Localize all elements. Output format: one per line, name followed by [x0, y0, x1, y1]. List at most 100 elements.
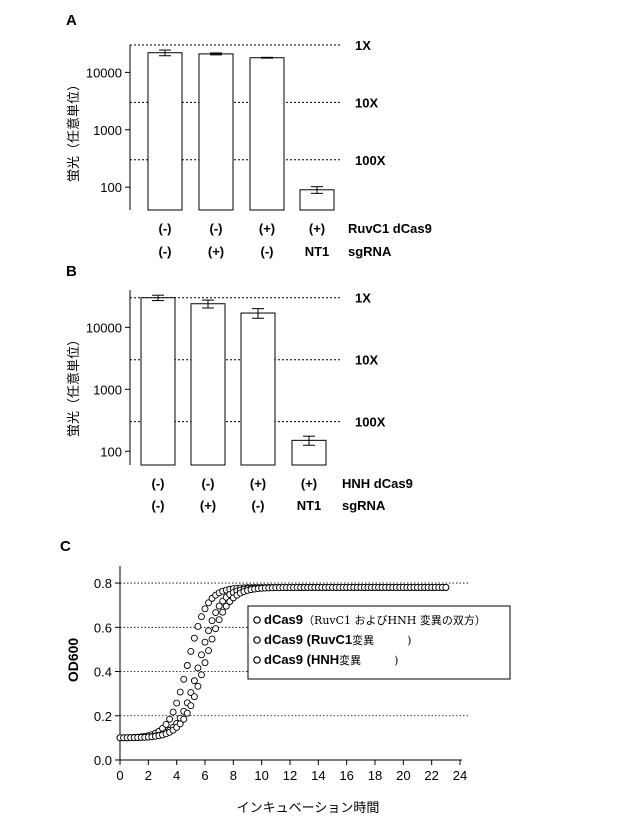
legend-entry: dCas9 (RuvC1変異 ) [264, 632, 411, 647]
data-point [195, 623, 201, 629]
panel-a: A 100100010000 1X10X100X 蛍光（任意単位） (-)(-)… [66, 12, 432, 259]
x-tick-label: 22 [424, 768, 438, 783]
y-tick-label: 0.2 [94, 709, 112, 724]
legend-entry: dCas9（RuvC1 およびHNH 変異の双方） [264, 612, 486, 627]
x-tick-label: 10 [254, 768, 268, 783]
data-point [191, 694, 197, 700]
reference-line-label: 100X [355, 153, 386, 168]
data-point [188, 648, 194, 654]
data-point [206, 648, 212, 654]
condition-row-label: HNH dCas9 [342, 476, 413, 491]
x-tick-label: 4 [173, 768, 180, 783]
data-point [181, 676, 187, 682]
y-tick-label: 1000 [93, 382, 122, 397]
panel-a-label: A [66, 12, 77, 29]
data-point [184, 663, 190, 669]
condition-row-label: sgRNA [348, 244, 392, 259]
panel-a-y-label: 蛍光（任意単位） [66, 78, 82, 182]
data-point [213, 626, 219, 632]
condition-label: (+) [250, 476, 266, 491]
data-point [181, 716, 187, 722]
y-tick-label: 1000 [93, 123, 122, 138]
data-point [216, 617, 222, 623]
panel-b-condition-rows: (-)(-)(+)(+)HNH dCas9(-)(+)(-)NT1sgRNA [152, 476, 413, 513]
panel-b-label: B [66, 263, 77, 280]
bar [250, 58, 284, 210]
condition-row-label: RuvC1 dCas9 [348, 221, 432, 236]
x-tick-label: 16 [339, 768, 353, 783]
data-point [202, 639, 208, 645]
panel-a-bars [148, 50, 334, 210]
data-point [163, 721, 169, 727]
data-point [195, 683, 201, 689]
y-tick-label: 0.4 [94, 665, 112, 680]
condition-label: (+) [208, 244, 224, 259]
data-point [198, 672, 204, 678]
data-point [209, 618, 215, 624]
panel-a-condition-rows: (-)(-)(+)(+)RuvC1 dCas9(-)(+)(-)NT1sgRNA [159, 221, 432, 259]
data-point [191, 635, 197, 641]
data-point [195, 665, 201, 671]
panel-a-y-axis: 100100010000 [86, 45, 130, 210]
reference-line-label: 1X [355, 291, 371, 306]
x-tick-label: 12 [283, 768, 297, 783]
x-tick-label: 18 [368, 768, 382, 783]
panel-b: B 100100010000 1X10X100X 蛍光（任意単位） (-)(-)… [66, 263, 413, 513]
reference-line-label: 100X [355, 415, 386, 430]
condition-label: (+) [200, 498, 216, 513]
legend-entry-detail: 変異 ) [339, 653, 398, 667]
condition-label: (-) [252, 498, 265, 513]
data-point [209, 636, 215, 642]
bar [141, 298, 175, 465]
condition-label: (-) [159, 221, 172, 236]
condition-row-label: sgRNA [342, 498, 386, 513]
y-tick-label: 10000 [86, 320, 122, 335]
condition-label: (-) [152, 476, 165, 491]
condition-label: (+) [259, 221, 275, 236]
condition-label: (-) [159, 244, 172, 259]
legend-entry-strain: dCas9 (HNH [264, 652, 339, 667]
legend-marker [254, 617, 260, 623]
x-tick-label: 20 [396, 768, 410, 783]
x-tick-label: 6 [201, 768, 208, 783]
panel-c-x-label: インキュベーション時間 [237, 801, 380, 816]
data-point [174, 700, 180, 706]
data-point [184, 710, 190, 716]
y-tick-label: 0.8 [94, 576, 112, 591]
y-tick-label: 10000 [86, 65, 122, 80]
data-point [198, 652, 204, 658]
panel-b-y-label: 蛍光（任意単位） [66, 333, 82, 437]
x-tick-label: 2 [145, 768, 152, 783]
legend-marker [254, 657, 260, 663]
legend-marker [254, 637, 260, 643]
data-point [220, 609, 226, 615]
data-point [188, 703, 194, 709]
bar [241, 313, 275, 465]
bar [148, 53, 182, 210]
condition-label: (-) [210, 221, 223, 236]
condition-label: (-) [152, 498, 165, 513]
data-point [443, 584, 449, 590]
bar [199, 54, 233, 210]
data-point [198, 614, 204, 620]
y-tick-label: 0.0 [94, 753, 112, 768]
legend-entry-detail: 変異 ) [352, 633, 411, 647]
data-point [167, 716, 173, 722]
legend-entry: dCas9 (HNH変異 ) [264, 652, 398, 667]
y-tick-label: 0.6 [94, 620, 112, 635]
data-point [191, 678, 197, 684]
data-point [206, 628, 212, 634]
reference-line-label: 10X [355, 353, 378, 368]
reference-line-label: 10X [355, 95, 378, 110]
x-tick-label: 0 [116, 768, 123, 783]
condition-label: (-) [202, 476, 215, 491]
panel-b-bars [141, 295, 326, 465]
condition-label: (+) [309, 221, 325, 236]
bar [191, 304, 225, 465]
condition-label: NT1 [297, 498, 322, 513]
panel-b-y-axis: 100100010000 [86, 290, 130, 465]
x-tick-label: 24 [453, 768, 467, 783]
panel-c-label: C [60, 538, 71, 555]
condition-label: (-) [261, 244, 274, 259]
